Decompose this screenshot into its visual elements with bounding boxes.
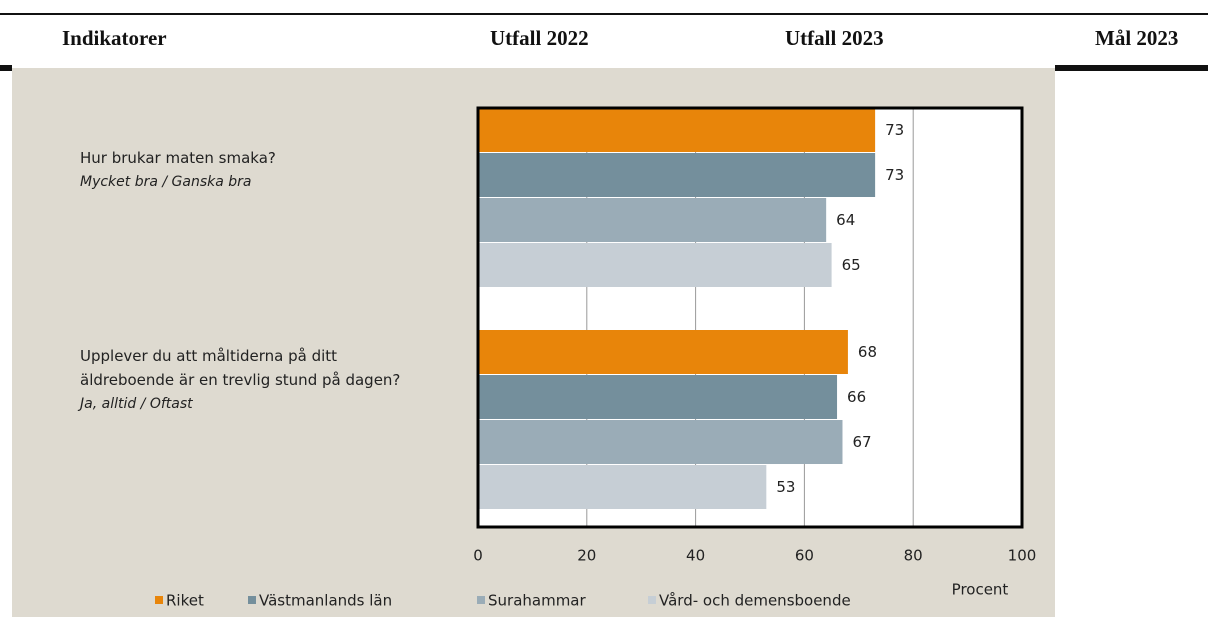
legend-label: Vård- och demensboende — [659, 592, 851, 610]
category-label: Upplever du att måltiderna på ditt äldre… — [80, 344, 430, 416]
bar — [478, 153, 876, 197]
rule — [1055, 65, 1208, 71]
column-header: Utfall 2023 — [785, 26, 884, 50]
value-label: 65 — [842, 256, 861, 274]
x-tick-label: 0 — [473, 547, 483, 565]
category-text: Hur brukar maten smaka? — [80, 149, 276, 167]
value-label: 73 — [885, 166, 904, 184]
x-tick-label: 60 — [795, 547, 814, 565]
x-axis-label: Procent — [952, 581, 1009, 599]
bar — [478, 375, 838, 419]
plot-border — [476, 106, 1024, 529]
x-tick-label: 40 — [686, 547, 705, 565]
category-note: Ja, alltid / Oftast — [80, 396, 193, 412]
x-tick-label: 80 — [904, 547, 923, 565]
legend-label: Västmanlands län — [259, 592, 392, 610]
legend-label: Surahammar — [488, 592, 587, 610]
x-tick-label: 100 — [1008, 547, 1037, 565]
bar — [478, 420, 843, 464]
bar — [478, 243, 832, 287]
value-label: 68 — [858, 343, 877, 361]
bar — [478, 108, 876, 152]
value-label: 66 — [847, 388, 866, 406]
category-text: Upplever du att måltiderna på ditt äldre… — [80, 347, 401, 389]
bar — [478, 198, 827, 242]
value-label: 67 — [852, 433, 871, 451]
column-header: Mål 2023 — [1095, 26, 1178, 50]
legend-label: Riket — [166, 592, 204, 610]
legend-swatch — [477, 596, 485, 604]
x-tick-label: 20 — [577, 547, 596, 565]
legend-swatch — [648, 596, 656, 604]
bar — [478, 330, 848, 374]
value-label: 64 — [836, 211, 855, 229]
rule — [0, 13, 1208, 15]
value-label: 73 — [885, 121, 904, 139]
value-label: 53 — [776, 478, 795, 496]
rule — [0, 65, 12, 71]
category-note: Mycket bra / Ganska bra — [80, 174, 252, 190]
column-header: Indikatorer — [62, 26, 167, 50]
legend-swatch — [248, 596, 256, 604]
category-label: Hur brukar maten smaka? Mycket bra / Gans… — [80, 146, 430, 194]
bar — [478, 465, 767, 509]
column-header: Utfall 2022 — [490, 26, 589, 50]
legend-swatch — [155, 596, 163, 604]
